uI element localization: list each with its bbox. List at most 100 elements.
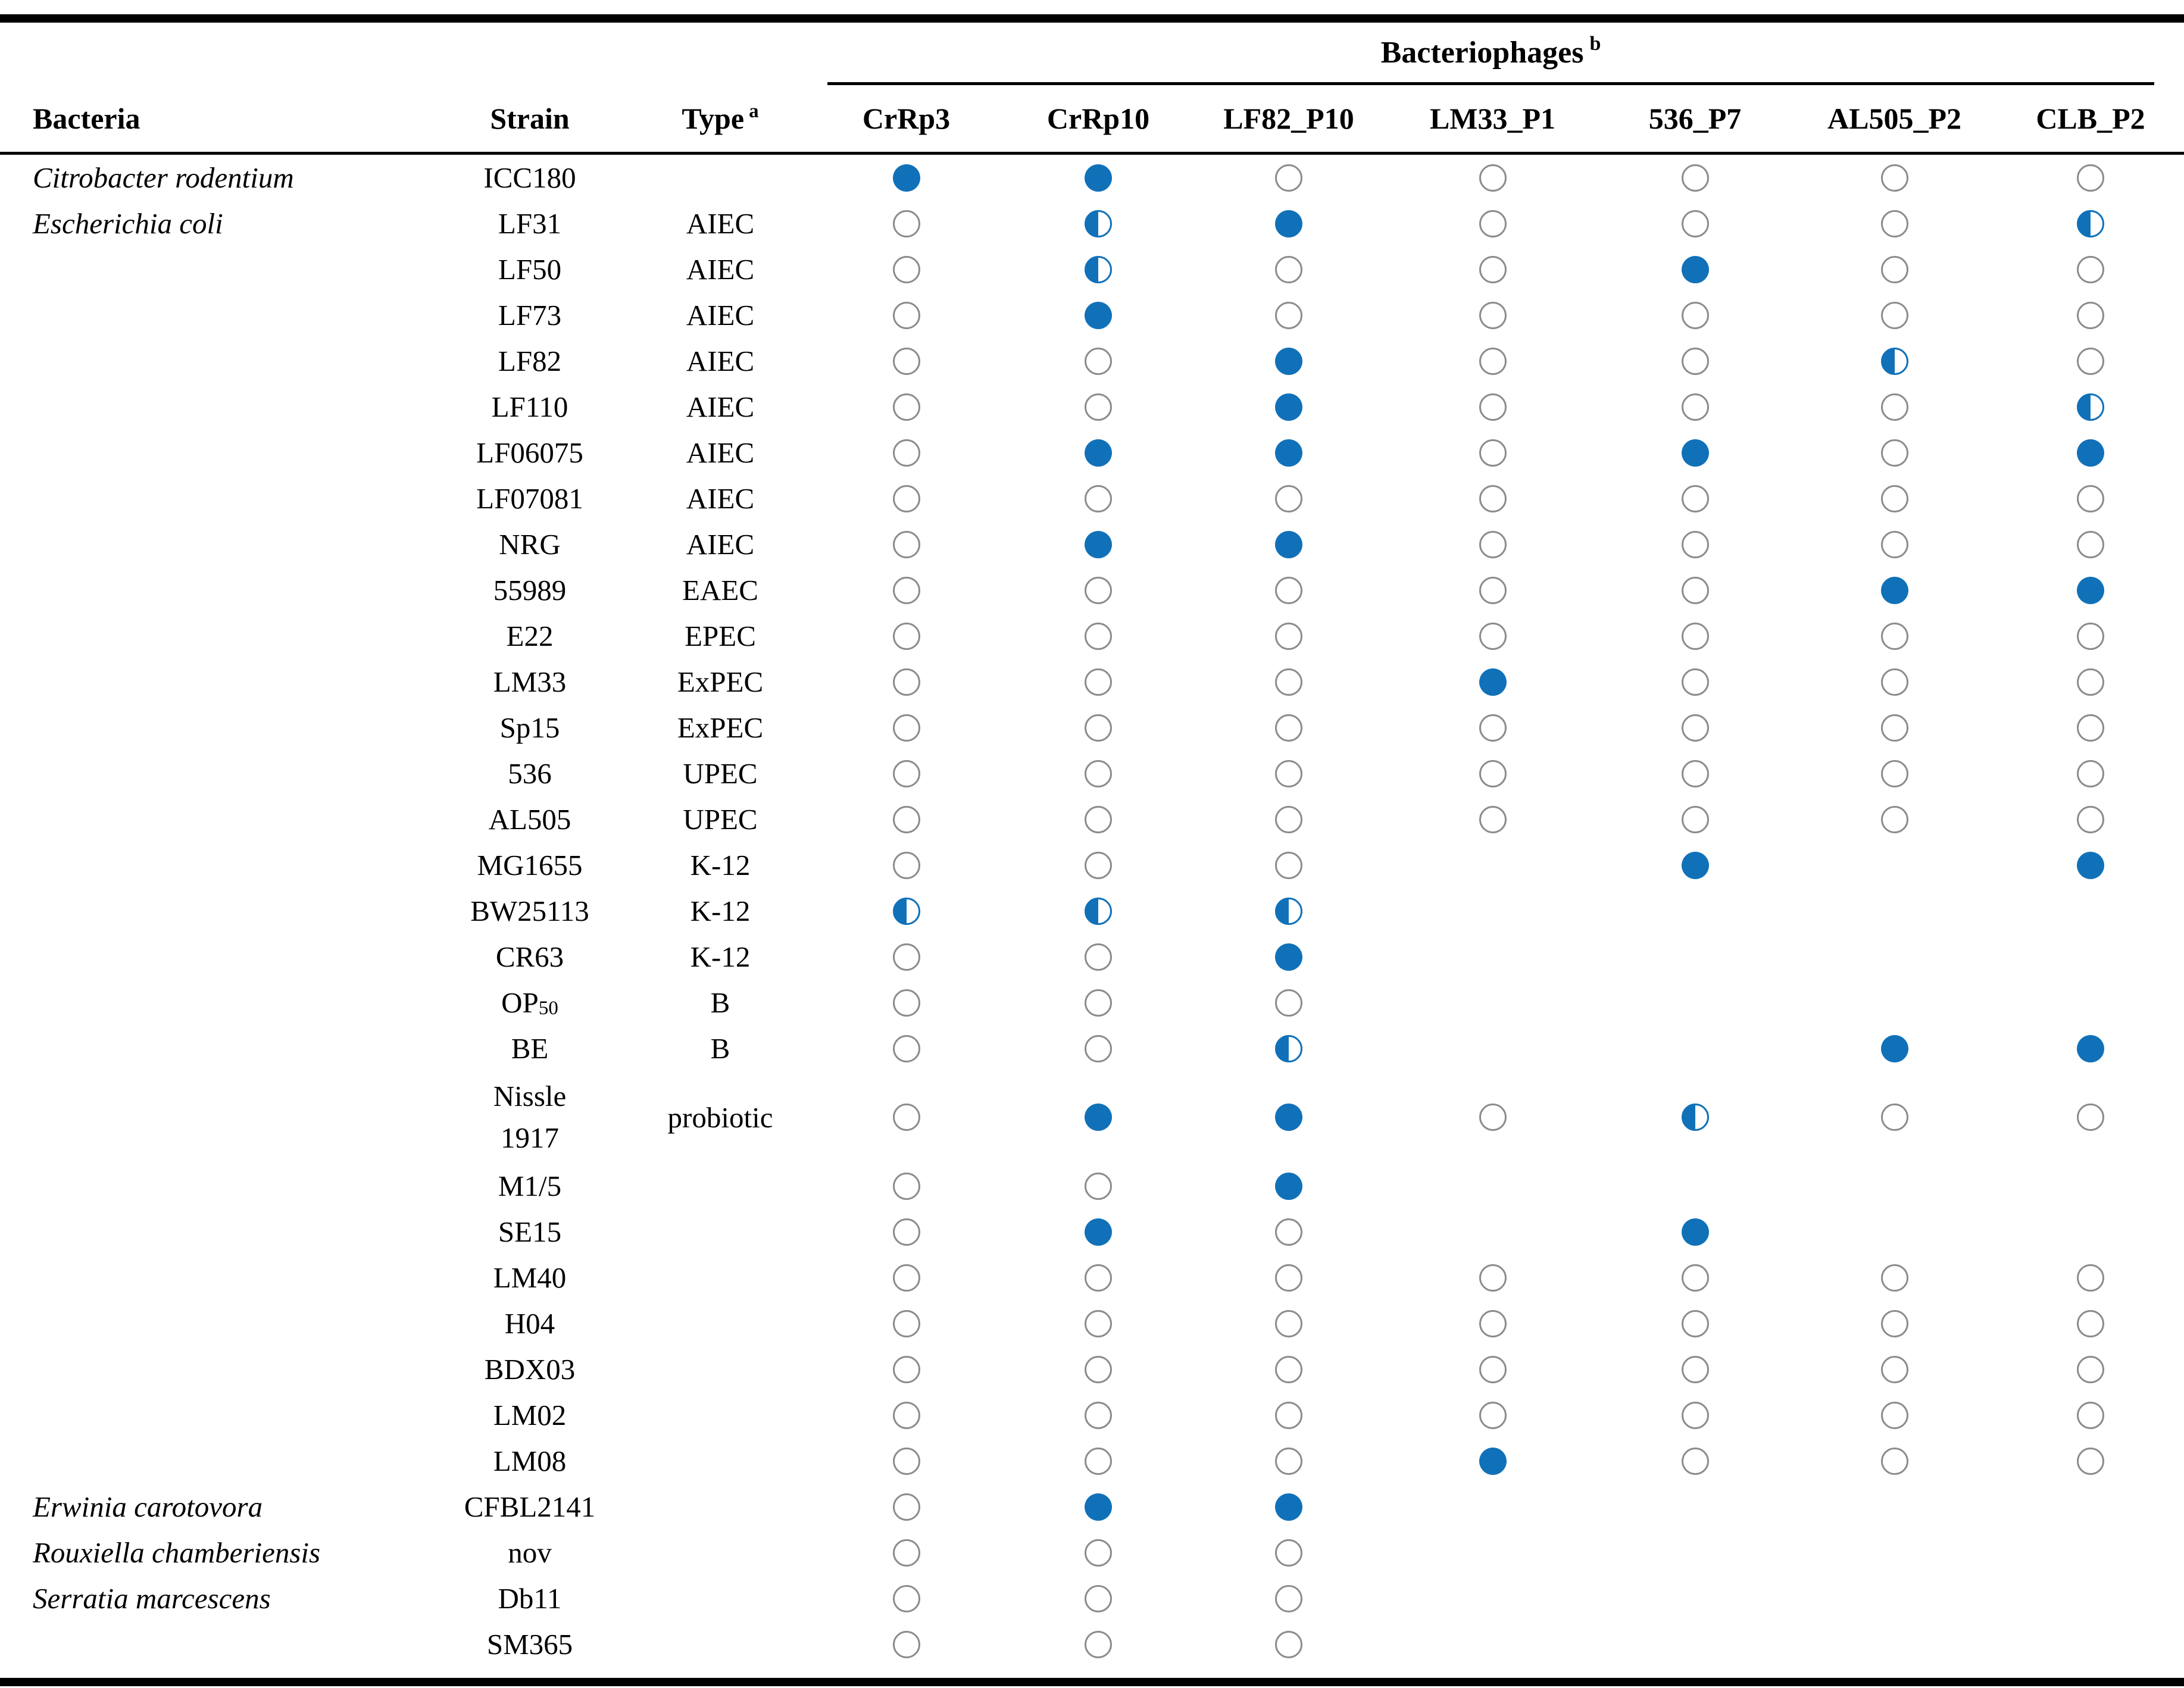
phage-circle-empty (1085, 989, 1112, 1017)
phage-circle-empty (1681, 301, 1709, 329)
phage-circle-empty (892, 759, 920, 787)
phage-cell (1598, 1392, 1792, 1438)
table-row: BW25113 K-12 (0, 888, 2184, 934)
bacteria-name (0, 521, 426, 567)
phage-circle-empty (1479, 576, 1507, 604)
phage-circle-filled (1479, 668, 1507, 696)
phage-cell (1997, 292, 2184, 338)
phage-cell (1191, 201, 1387, 246)
type-label: AIEC (686, 436, 755, 469)
phage-cell (1006, 1530, 1191, 1576)
phage-circle-empty (1681, 393, 1709, 421)
phage-cell (1997, 430, 2184, 476)
phage-circle-empty (1880, 484, 1908, 512)
phage-cell (807, 1026, 1006, 1071)
strain-name: NRG (499, 528, 561, 561)
phage-cell (1792, 384, 1997, 430)
phage-cell (1997, 659, 2184, 705)
phage-circle-empty (1681, 1264, 1709, 1292)
phage-cell (1792, 705, 1997, 751)
bacteria-name: Serratia marcescens (33, 1582, 271, 1615)
strain-name: 55989 (493, 574, 567, 607)
phage-circle-filled (1275, 1104, 1302, 1131)
phage-circle-empty (1275, 484, 1302, 512)
phage-cell (807, 1163, 1006, 1209)
type-label (634, 1209, 807, 1255)
phage-circle-filled (1085, 301, 1112, 329)
type-label: UPEC (683, 757, 758, 790)
phage-circle-empty (1275, 1264, 1302, 1292)
phage-circle-empty (1880, 1264, 1908, 1292)
table-row: Erwinia carotovora CFBL2141 (0, 1484, 2184, 1530)
phage-cell (1191, 751, 1387, 796)
phage-cell (807, 751, 1006, 796)
column-header-row: Bacteria Strain Type a CrRp3 CrRp10 LF82_… (0, 85, 2184, 152)
table-row: LM08 (0, 1438, 2184, 1484)
phage-circle-empty (1085, 714, 1112, 742)
phage-circle-empty (1479, 759, 1507, 787)
phage-cell (1387, 796, 1598, 842)
phage-circle-empty (2077, 1447, 2104, 1475)
phage-circle-empty (892, 1584, 920, 1612)
bacteria-name (0, 1255, 426, 1301)
strain-name: Nissle 1917 (493, 1080, 567, 1154)
strain-name: M1/5 (498, 1170, 562, 1202)
phage-cell (1598, 980, 1792, 1026)
phage-cell (1191, 1530, 1387, 1576)
phage-cell (1997, 155, 2184, 201)
phage-cell (1997, 338, 2184, 384)
phage-cell (1191, 1576, 1387, 1621)
phage-cell (1387, 338, 1598, 384)
phage-cell (1387, 246, 1598, 292)
phage-circle-empty (1275, 1630, 1302, 1658)
phage-cell (1598, 1346, 1792, 1392)
phage-cell (1191, 1392, 1387, 1438)
phage-circle-empty (1479, 484, 1507, 512)
phage-circle-empty (1275, 576, 1302, 604)
strain-name: LF50 (498, 253, 562, 286)
phage-circle-empty (892, 439, 920, 467)
phage-circle-filled (1880, 576, 1908, 604)
table-row: LF50 AIEC (0, 246, 2184, 292)
phage-circle-empty (1479, 714, 1507, 742)
type-label: AIEC (686, 299, 755, 332)
col-header-strain: Strain (490, 102, 570, 135)
phage-cell (807, 292, 1006, 338)
phage-cell (1191, 1209, 1387, 1255)
bacteria-name (0, 567, 426, 613)
phage-circle-empty (1479, 1355, 1507, 1383)
phage-cell (1598, 1026, 1792, 1071)
phage-circle-empty (1681, 805, 1709, 833)
phage-circle-empty (1880, 1355, 1908, 1383)
phage-table-body: Citrobacter rodentium ICC180 Escherichia c… (0, 155, 2184, 1667)
phage-circle-empty (1880, 714, 1908, 742)
phage-cell (1191, 796, 1387, 842)
phage-cell (1006, 705, 1191, 751)
phage-cell (1997, 888, 2184, 934)
strain-name: CFBL2141 (464, 1490, 596, 1523)
strain-name: ICC180 (483, 161, 576, 194)
phage-circle-filled (1275, 530, 1302, 558)
phage-circle-empty (1085, 759, 1112, 787)
type-label: probiotic (667, 1101, 773, 1134)
table-row: Serratia marcescens Db11 (0, 1576, 2184, 1621)
phage-cell (1792, 751, 1997, 796)
phage-circle-empty (1880, 759, 1908, 787)
phage-cell (1997, 613, 2184, 659)
phage-cell (1191, 1484, 1387, 1530)
phage-cell (1997, 1209, 2184, 1255)
phage-circle-empty (1085, 1630, 1112, 1658)
phage-cell (1387, 659, 1598, 705)
phage-circle-empty (1275, 301, 1302, 329)
phage-cell (807, 1255, 1006, 1301)
phage-cell (1006, 201, 1191, 246)
phage-circle-filled (1880, 1034, 1908, 1062)
phage-cell (1191, 1026, 1387, 1071)
phage-circle-empty (892, 622, 920, 650)
phage-cell (807, 1346, 1006, 1392)
phage-circle-filled (2077, 576, 2104, 604)
phage-cell (1006, 338, 1191, 384)
phage-circle-empty (1880, 530, 1908, 558)
phage-cell (1792, 1484, 1997, 1530)
table-row: LF82 AIEC (0, 338, 2184, 384)
